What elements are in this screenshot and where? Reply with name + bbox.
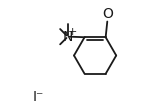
Text: +: + [68, 27, 77, 37]
Text: I⁻: I⁻ [33, 90, 44, 104]
Text: N: N [63, 30, 73, 44]
Text: O: O [102, 7, 113, 21]
